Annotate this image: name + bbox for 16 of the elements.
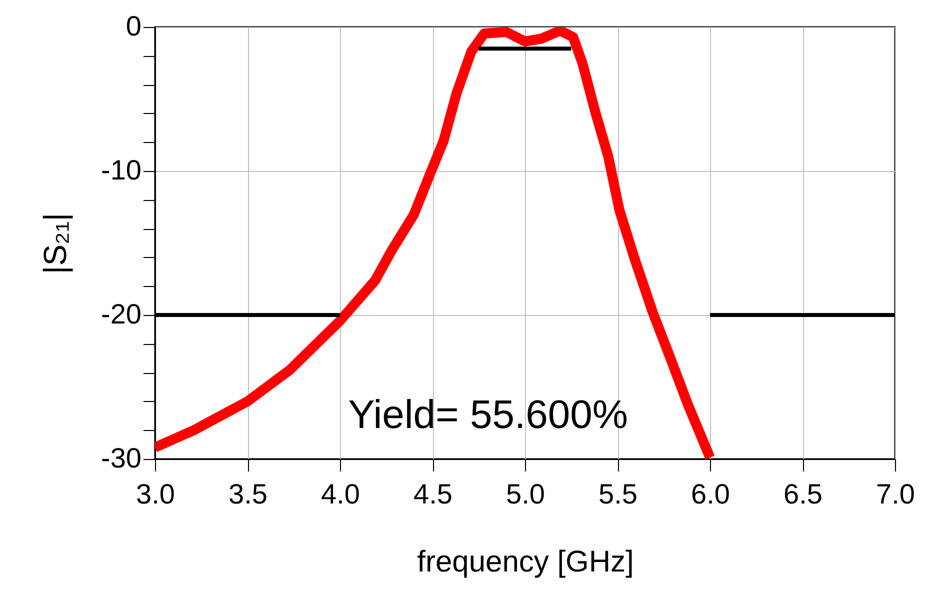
x-tick-label: 3.5 [228, 478, 268, 510]
y-axis-title: |S₂₁| [37, 212, 74, 274]
y-tick-label: -30 [101, 442, 142, 474]
x-tick-label: 5.0 [506, 478, 545, 510]
annotation: Yield= 55.600% [348, 392, 628, 437]
x-tick-label: 3.0 [136, 478, 175, 510]
x-tick-label: 6.0 [691, 478, 730, 510]
x-tick-label: 5.5 [598, 478, 638, 510]
x-tick-label: 6.5 [784, 478, 822, 510]
x-tick-label: 4.0 [321, 478, 360, 510]
y-tick-label: -10 [101, 154, 142, 186]
y-tick-label: -20 [101, 298, 142, 330]
x-axis-title: frequency [GHz] [417, 546, 634, 578]
x-tick-label: 7.0 [876, 478, 915, 510]
x-tick-label: 4.5 [414, 478, 452, 510]
y-tick-label: 0 [126, 10, 142, 42]
